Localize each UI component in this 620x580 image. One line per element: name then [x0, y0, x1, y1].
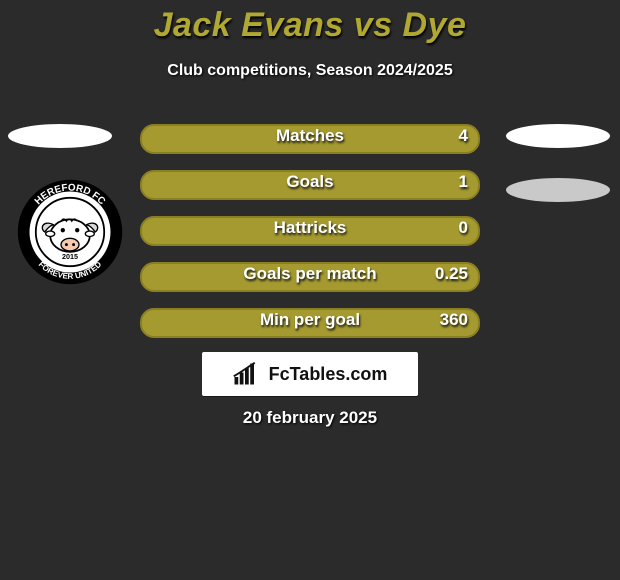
brand-text: FcTables.com: [269, 364, 388, 385]
stat-bar-goals: Goals 1: [140, 162, 480, 204]
bar-chart-icon: [233, 362, 263, 386]
crest-year: 2015: [62, 252, 78, 261]
stat-bar-matches: Matches 4: [140, 116, 480, 158]
stat-bar-fill: [140, 216, 480, 246]
stat-bar-min-per-goal: Min per goal 360: [140, 300, 480, 342]
player-two-club-placeholder-oval: [506, 178, 610, 202]
stat-bar-fill: [140, 124, 480, 154]
stat-bar-fill: [140, 170, 480, 200]
stat-bar-fill: [140, 262, 480, 292]
page-title: Jack Evans vs Dye: [0, 6, 620, 45]
page-subtitle: Club competitions, Season 2024/2025: [0, 62, 620, 80]
stats-bars: Matches 4 Goals 1 Hattricks 0 Goals per …: [140, 116, 480, 346]
stat-bar-hattricks: Hattricks 0: [140, 208, 480, 250]
brand-watermark: FcTables.com: [202, 352, 418, 396]
date-text: 20 february 2025: [0, 408, 620, 428]
club-crest: HEREFORD FC FOREVER UNITED: [16, 178, 124, 286]
player-two-placeholder-oval: [506, 124, 610, 148]
stat-bar-goals-per-match: Goals per match 0.25: [140, 254, 480, 296]
hereford-fc-crest-icon: HEREFORD FC FOREVER UNITED: [16, 178, 124, 286]
stat-bar-fill: [140, 308, 480, 338]
player-one-placeholder-oval: [8, 124, 112, 148]
